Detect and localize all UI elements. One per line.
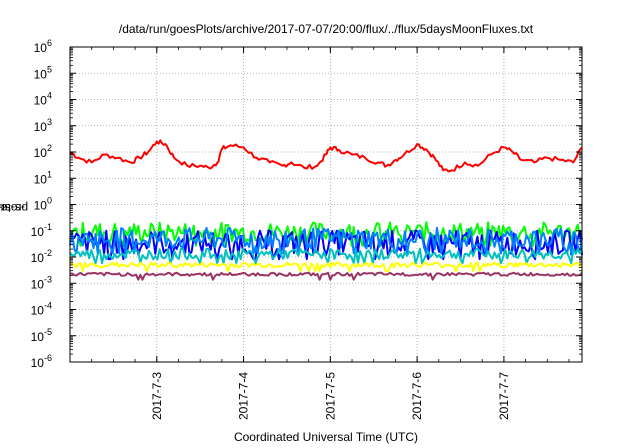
x-axis-label: Coordinated Universal Time (UTC) [233,430,419,444]
grid-layer [70,47,582,362]
series-line-3 [69,226,583,255]
y-tick-label: 104 [34,91,52,108]
series-line-6 [69,271,583,281]
y-tick-label: 10-5 [31,327,52,344]
y-tick-label: 10-6 [31,353,52,370]
y-tick-label: 106 [34,38,52,55]
y-tick-label: 105 [34,64,52,81]
x-tick-label: 2017-7-7 [497,372,511,420]
plot-border [69,46,583,363]
chart-title: /data/run/goesPlots/archive/2017-07-07/2… [118,22,534,36]
x-tick-label: 2017-7-5 [323,372,337,420]
y-tick-label: 103 [34,117,52,134]
y-tick-label: 101 [34,169,52,186]
y-tick-label: 10-2 [31,248,52,265]
axes-layer [69,46,583,363]
y-axis-label-suffix: -s-sr-MeV [0,201,25,216]
y-tick-label: 10-4 [31,301,52,318]
series-line-4 [69,247,583,265]
y-tick-label: 100 [34,196,52,213]
y-tick-label: 102 [34,143,52,160]
y-tick-label: 10-1 [31,222,52,239]
x-tick-label: 2017-7-6 [410,372,424,420]
series-line-0 [69,139,583,173]
x-tick-label: 2017-7-4 [237,372,251,420]
series-line-5 [69,261,583,273]
tick-labels: 106 105 104 103 102 101 100 10-1 10-2 10-3 10-4 10-… [31,38,511,420]
series-layer [69,139,583,281]
y-tick-label: 10-3 [31,274,52,291]
x-tick-label: 2017-7-3 [150,372,164,420]
